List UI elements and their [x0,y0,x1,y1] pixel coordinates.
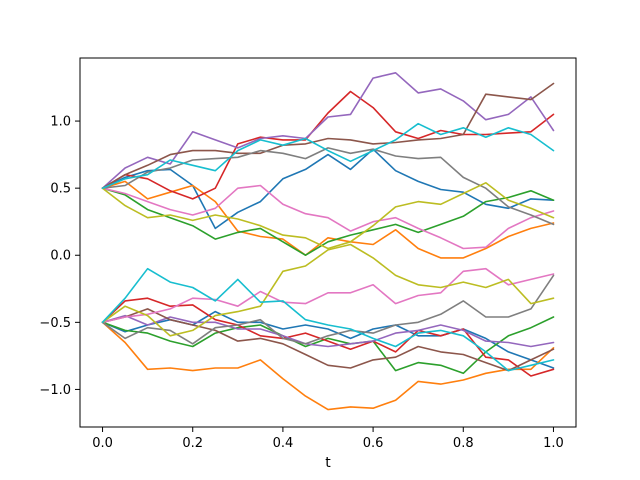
series-line-7 [101,184,555,250]
series-line-19 [101,243,555,337]
series-layer [101,72,555,411]
x-axis-ticks: 0.0 0.2 0.4 0.6 0.8 1.0 [92,427,564,451]
series-line-6 [101,82,555,189]
x-tick-label: 0.8 [453,436,474,451]
x-tick-label: 0.4 [273,436,294,451]
x-tick-label: 0.2 [182,436,203,451]
series-line-18 [101,274,555,345]
series-line-12 [101,321,555,411]
series-line-10 [101,122,555,189]
y-tick-label: 1.0 [50,115,71,130]
series-line-13 [101,316,555,375]
y-axis-ticks: −1.0 −0.5 0.0 0.5 1.0 [39,115,80,398]
series-line-3 [101,187,555,256]
series-line-8 [101,147,555,226]
series-line-9 [101,182,555,250]
series-line-17 [101,267,555,324]
series-line-1 [101,148,555,230]
series-line-2 [101,180,555,259]
y-tick-label: 0.0 [50,249,71,264]
series-line-20 [101,267,555,372]
x-tick-label: 1.0 [543,436,564,451]
y-tick-label: −1.0 [39,383,71,398]
x-tick-label: 0.0 [92,436,113,451]
plot-frame [79,57,577,428]
y-tick-label: −0.5 [39,316,71,331]
x-axis-label: t [325,455,331,471]
y-tick-label: 0.5 [50,182,71,197]
series-line-16 [101,308,555,372]
x-tick-label: 0.6 [363,436,384,451]
series-line-15 [101,314,555,348]
